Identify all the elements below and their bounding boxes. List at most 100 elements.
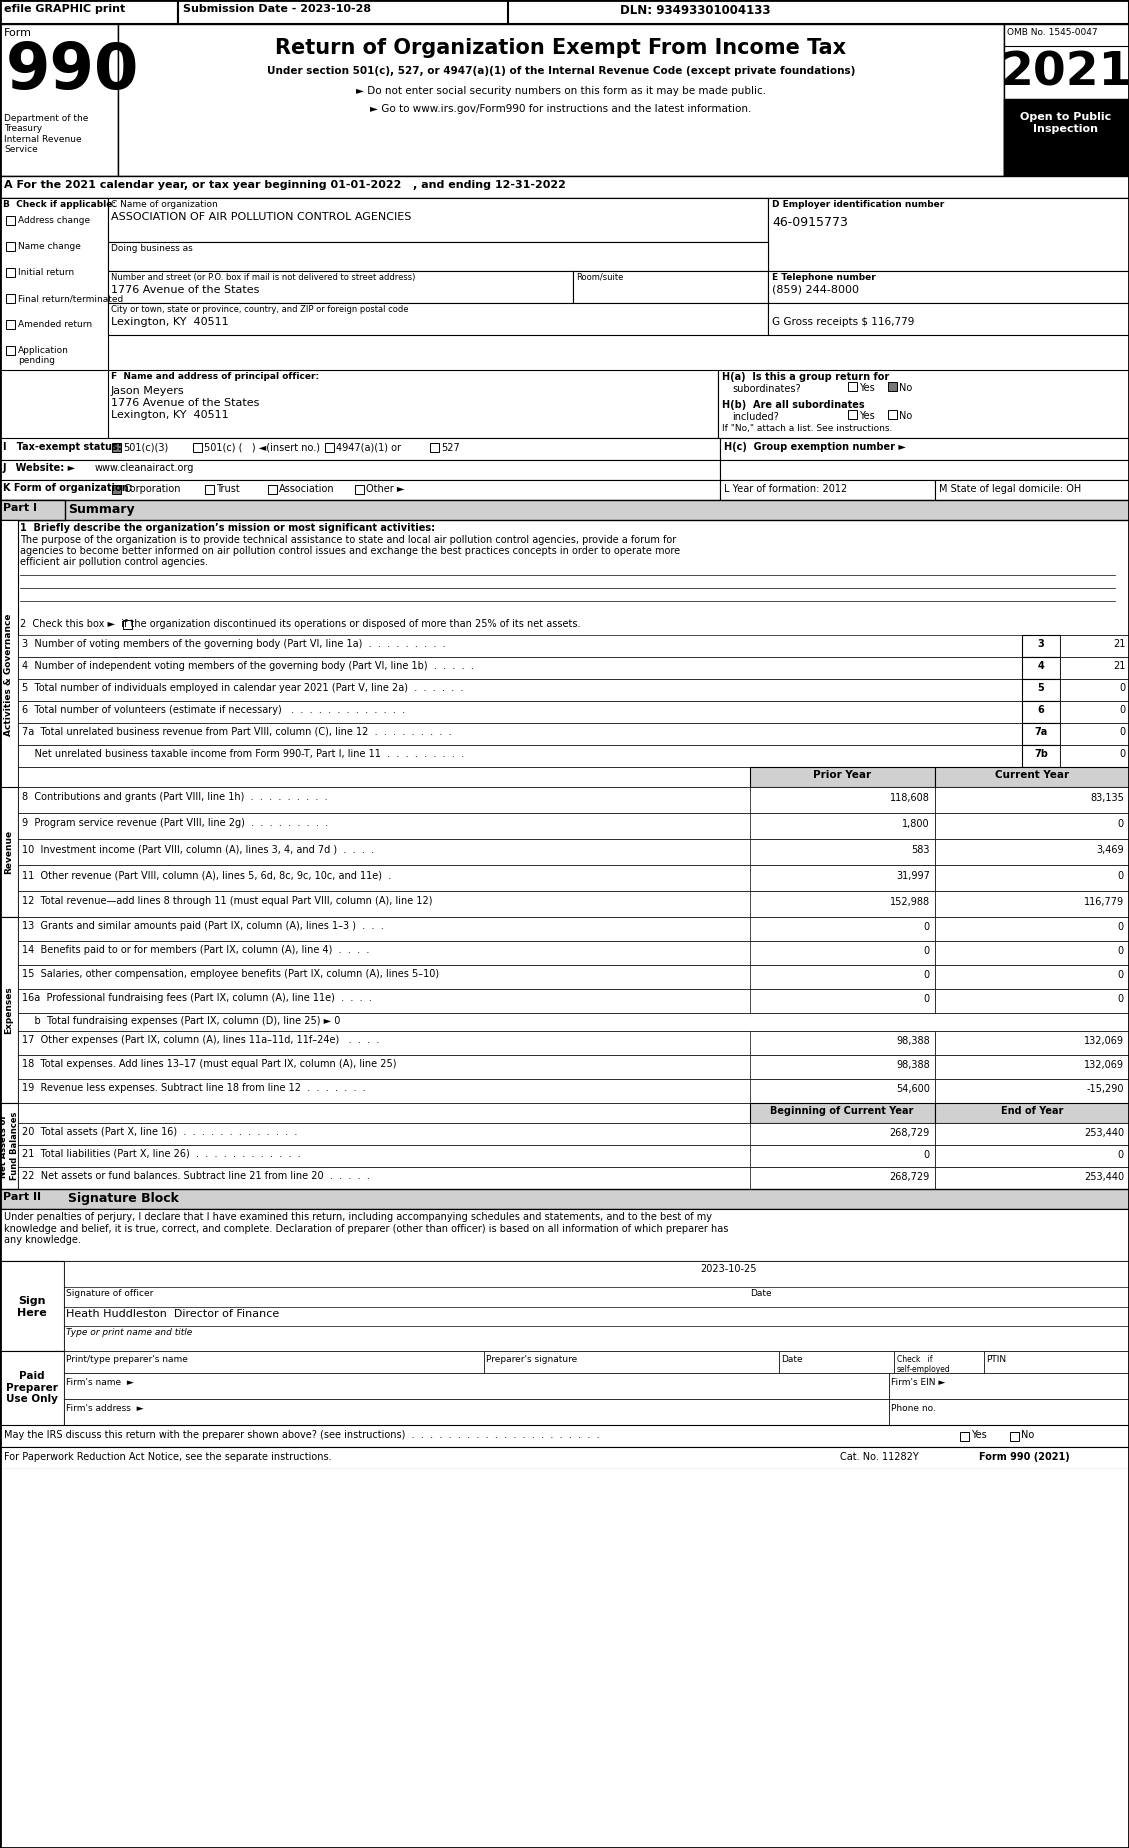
Bar (1060, 678, 1129, 700)
Text: For Paperwork Reduction Act Notice, see the separate instructions.: For Paperwork Reduction Act Notice, see … (5, 1453, 332, 1462)
Text: Activities & Governance: Activities & Governance (5, 614, 14, 736)
Text: Yes: Yes (971, 1430, 987, 1440)
Text: Open to Public
Inspection: Open to Public Inspection (1021, 113, 1112, 133)
Bar (1022, 723, 1060, 745)
Text: No: No (1021, 1430, 1034, 1440)
Bar (894, 1351, 984, 1373)
Bar (18, 767, 1129, 787)
Bar (0, 24, 119, 176)
Text: Firm's EIN ►: Firm's EIN ► (891, 1379, 945, 1388)
Text: Final return/terminated: Final return/terminated (18, 294, 123, 303)
Bar (108, 370, 718, 438)
Bar (750, 891, 935, 917)
Text: Form: Form (5, 28, 32, 39)
Text: 5  Total number of individuals employed in calendar year 2021 (Part V, line 2a) : 5 Total number of individuals employed i… (21, 684, 464, 693)
Text: efficient air pollution control agencies.: efficient air pollution control agencies… (20, 556, 208, 567)
Text: 4: 4 (1038, 662, 1044, 671)
Bar (112, 484, 121, 493)
Bar (935, 965, 1129, 989)
Text: 4  Number of independent voting members of the governing body (Part VI, line 1b): 4 Number of independent voting members o… (21, 662, 474, 671)
Text: 15  Salaries, other compensation, employee benefits (Part IX, column (A), lines : 15 Salaries, other compensation, employe… (21, 968, 439, 979)
Bar (6, 346, 15, 355)
Text: Other ►: Other ► (366, 484, 404, 493)
Text: 83,135: 83,135 (1091, 793, 1124, 804)
Text: If "No," attach a list. See instructions.: If "No," attach a list. See instructions… (723, 423, 892, 432)
Bar (984, 1351, 1129, 1373)
Bar (935, 787, 1129, 813)
Text: 17  Other expenses (Part IX, column (A), lines 11a–11d, 11f–24e)   .  .  .  .: 17 Other expenses (Part IX, column (A), … (21, 1035, 379, 1044)
Bar (889, 410, 898, 419)
Text: Prior Year: Prior Year (813, 771, 872, 780)
Text: Address change: Address change (18, 216, 90, 225)
Text: 0: 0 (1118, 946, 1124, 955)
Text: ► Go to www.irs.gov/Form990 for instructions and the latest information.: ► Go to www.irs.gov/Form990 for instruct… (370, 103, 752, 115)
Bar (750, 917, 935, 941)
Text: 0: 0 (1118, 870, 1124, 881)
Bar (848, 383, 857, 392)
Text: 0: 0 (1118, 819, 1124, 830)
Bar (193, 444, 202, 453)
Bar (6, 242, 15, 251)
Bar (1022, 700, 1060, 723)
Text: 116,779: 116,779 (1084, 896, 1124, 907)
Bar (18, 813, 1129, 839)
Text: Amended return: Amended return (18, 320, 93, 329)
Text: 54,600: 54,600 (896, 1085, 930, 1094)
Text: ASSOCIATION OF AIR POLLUTION CONTROL AGENCIES: ASSOCIATION OF AIR POLLUTION CONTROL AGE… (111, 213, 411, 222)
Bar (935, 917, 1129, 941)
Text: 527: 527 (441, 444, 460, 453)
Text: 0: 0 (1118, 994, 1124, 1003)
Bar (18, 839, 1129, 865)
Text: 268,729: 268,729 (890, 1172, 930, 1183)
Bar (18, 989, 1129, 1013)
Bar (205, 484, 215, 493)
Bar (750, 1103, 935, 1124)
Bar (0, 1351, 64, 1429)
Bar (119, 24, 1004, 176)
Text: Application
pending: Application pending (18, 346, 69, 366)
Text: included?: included? (732, 412, 779, 421)
Bar (6, 268, 15, 277)
Text: 6: 6 (1038, 704, 1044, 715)
Bar (0, 198, 108, 370)
Text: b  Total fundraising expenses (Part IX, column (D), line 25) ► 0: b Total fundraising expenses (Part IX, c… (21, 1016, 340, 1026)
Text: Under section 501(c), 527, or 4947(a)(1) of the Internal Revenue Code (except pr: Under section 501(c), 527, or 4947(a)(1)… (266, 67, 855, 76)
Bar (935, 941, 1129, 965)
Text: Jason Meyers: Jason Meyers (111, 386, 185, 395)
Bar (18, 745, 1129, 767)
Text: D Employer identification number: D Employer identification number (772, 200, 944, 209)
Text: Room/suite: Room/suite (576, 274, 623, 283)
Text: M State of legal domicile: OH: M State of legal domicile: OH (939, 484, 1082, 493)
Text: H(a)  Is this a group return for: H(a) Is this a group return for (723, 371, 890, 383)
Bar (0, 460, 720, 480)
Text: 0: 0 (924, 1149, 930, 1161)
Bar (18, 1031, 1129, 1055)
Bar (935, 813, 1129, 839)
Text: Department of the
Treasury
Internal Revenue
Service: Department of the Treasury Internal Reve… (5, 115, 88, 153)
Bar (1004, 24, 1129, 176)
Bar (768, 303, 1129, 334)
Text: 0: 0 (1120, 748, 1126, 760)
Text: 152,988: 152,988 (890, 896, 930, 907)
Bar (18, 1055, 1129, 1079)
Text: 2  Check this box ►  if the organization discontinued its operations or disposed: 2 Check this box ► if the organization d… (20, 619, 580, 628)
Bar (750, 1124, 935, 1146)
Text: ► Do not enter social security numbers on this form as it may be made public.: ► Do not enter social security numbers o… (356, 87, 767, 96)
Text: Net Assets or
Fund Balances: Net Assets or Fund Balances (0, 1112, 19, 1181)
Bar (935, 1146, 1129, 1166)
Text: agencies to become better informed on air pollution control issues and exchange : agencies to become better informed on ai… (20, 545, 680, 556)
Bar (0, 917, 18, 1103)
Text: 22  Net assets or fund balances. Subtract line 21 from line 20  .  .  .  .  .: 22 Net assets or fund balances. Subtract… (21, 1172, 370, 1181)
Bar (0, 1425, 1129, 1447)
Bar (750, 1166, 935, 1188)
Bar (0, 1209, 1129, 1260)
Text: Doing business as: Doing business as (111, 244, 193, 253)
Text: 8  Contributions and grants (Part VIII, line 1h)  .  .  .  .  .  .  .  .  .: 8 Contributions and grants (Part VIII, l… (21, 793, 327, 802)
Text: (859) 244-8000: (859) 244-8000 (772, 285, 859, 296)
Bar (1004, 100, 1129, 176)
Bar (18, 865, 1129, 891)
Bar (178, 0, 508, 24)
Bar (64, 1260, 1129, 1351)
Text: 990: 990 (6, 41, 139, 102)
Bar (0, 501, 1129, 519)
